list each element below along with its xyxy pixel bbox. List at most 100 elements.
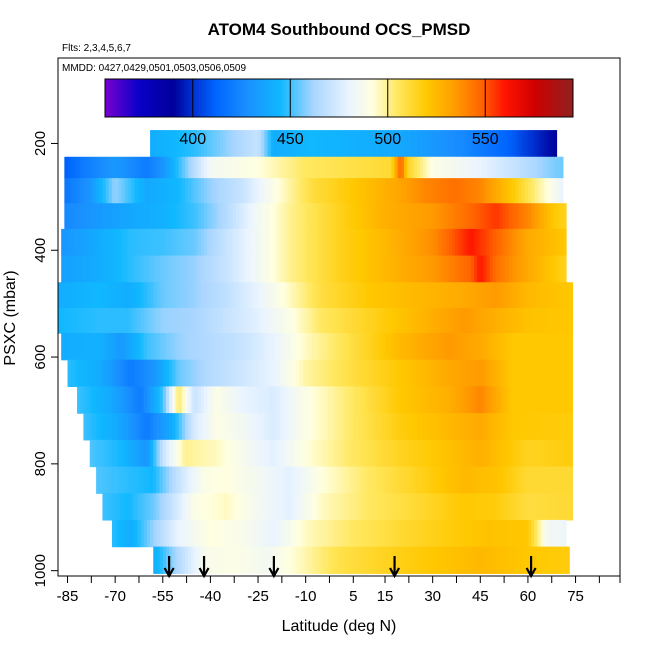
heat-cell (343, 282, 348, 309)
heat-cell (369, 255, 373, 283)
heat-cell (502, 228, 507, 257)
heat-cell (299, 203, 304, 230)
heat-cell (400, 519, 405, 548)
heat-cell (483, 156, 488, 179)
heat-cell (213, 282, 218, 309)
heat-cell (369, 386, 373, 414)
heat-cell (356, 255, 361, 283)
heat-cell (286, 178, 291, 204)
heat-cell (321, 386, 326, 414)
heat-cell (92, 228, 97, 257)
heat-cell (546, 307, 551, 334)
heat-cell (559, 333, 564, 361)
heat-cell (235, 413, 240, 441)
heat-cell (92, 359, 97, 388)
heat-cell (391, 546, 396, 574)
heat-cell (216, 493, 221, 521)
heat-cell (480, 519, 485, 548)
heat-cell (559, 359, 564, 388)
heat-cell (416, 493, 421, 521)
heat-cell (569, 282, 573, 309)
heat-cell (521, 228, 526, 257)
pressure-band-11 (83, 413, 573, 441)
heat-cell (223, 156, 227, 179)
heat-cell (143, 413, 148, 441)
heat-cell (105, 203, 110, 230)
heat-cell (292, 255, 297, 283)
heat-cell (292, 359, 297, 388)
heat-cell (134, 228, 138, 257)
heat-cell (432, 466, 437, 494)
heat-cell (423, 413, 427, 441)
heat-cell (226, 386, 231, 414)
heat-cell (181, 519, 186, 548)
heat-cell (232, 203, 237, 230)
heat-cell (146, 255, 151, 283)
heat-cell (419, 307, 424, 334)
heat-cell (146, 493, 151, 521)
heat-cell (435, 546, 440, 574)
heat-cell (556, 178, 561, 204)
heat-cell (156, 466, 161, 494)
heat-cell (477, 255, 481, 283)
heat-cell (226, 203, 231, 230)
heat-cell (566, 386, 570, 414)
heat-cell (527, 178, 532, 204)
heat-cell (410, 282, 415, 309)
heat-cell (515, 228, 519, 257)
heat-cell (232, 359, 237, 388)
heat-cell (331, 203, 335, 230)
heat-cell (426, 282, 431, 309)
heat-cell (378, 413, 383, 441)
heat-cell (232, 519, 237, 548)
heat-cell (305, 282, 310, 309)
heat-cell (286, 203, 291, 230)
heat-cell (169, 466, 173, 494)
heat-cell (264, 255, 269, 283)
heat-cell (172, 359, 177, 388)
heat-cell (77, 255, 81, 283)
heat-cell (375, 386, 380, 414)
heat-cell (385, 282, 389, 309)
heat-cell (280, 546, 285, 574)
heat-cell (131, 228, 135, 257)
heat-cell (302, 178, 307, 204)
heat-cell (394, 282, 399, 309)
heat-cell (553, 413, 558, 441)
heat-cell (365, 546, 370, 574)
heat-cell (96, 178, 100, 204)
heat-cell (261, 493, 265, 521)
heat-cell (499, 307, 504, 334)
heat-cell (423, 307, 427, 334)
heat-cell (505, 255, 510, 283)
heat-cell (350, 466, 354, 494)
heat-cell (264, 156, 269, 179)
heat-cell (143, 386, 148, 414)
heat-cell (518, 307, 523, 334)
heat-cell (318, 255, 323, 283)
heat-cell (283, 493, 288, 521)
heat-cell (404, 178, 408, 204)
heat-cell (191, 546, 196, 574)
heat-cell (140, 493, 145, 521)
heat-cell (451, 546, 456, 574)
heat-cell (543, 282, 548, 309)
heat-cell (308, 130, 313, 158)
heat-cell (213, 546, 218, 574)
heat-cell (381, 130, 386, 158)
heat-cell (439, 255, 443, 283)
heat-cell (321, 228, 326, 257)
heat-cell (489, 203, 494, 230)
heat-cell (419, 130, 424, 158)
heat-cell (86, 282, 91, 309)
heat-cell (296, 493, 300, 521)
heat-cell (369, 203, 373, 230)
heat-cell (432, 156, 437, 179)
heat-cell (318, 466, 323, 494)
heat-cell (464, 228, 469, 257)
heat-cell (473, 130, 478, 158)
heat-cell (458, 228, 462, 257)
heat-cell (296, 359, 300, 388)
heat-cell (289, 333, 294, 361)
heat-cell (378, 178, 383, 204)
